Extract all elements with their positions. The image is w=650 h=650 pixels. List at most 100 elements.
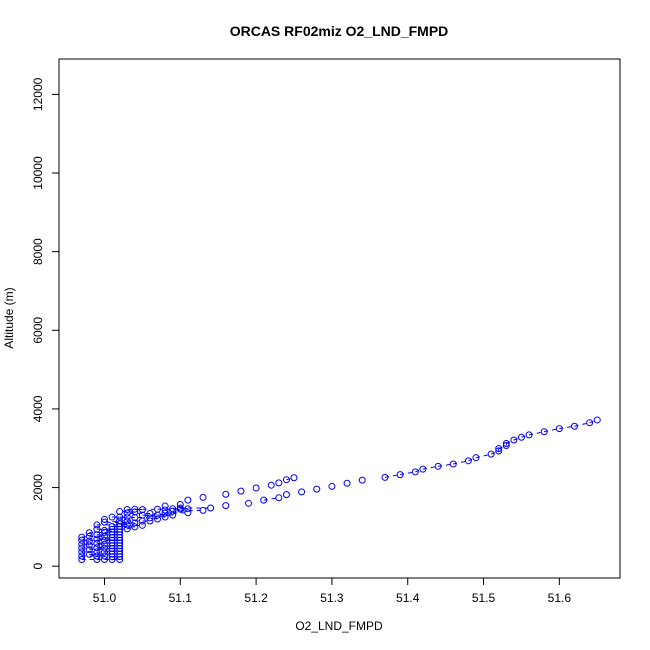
data-point bbox=[100, 528, 108, 536]
x-tick-label: 51.4 bbox=[396, 591, 420, 605]
data-point bbox=[472, 454, 480, 462]
data-point bbox=[275, 494, 283, 502]
data-point bbox=[93, 548, 101, 556]
data-point bbox=[138, 521, 146, 529]
data-point bbox=[100, 518, 108, 526]
series-line-segment bbox=[96, 534, 105, 537]
data-point bbox=[123, 525, 131, 533]
data-point bbox=[93, 544, 101, 552]
data-point bbox=[411, 468, 419, 476]
y-tick-label: 12000 bbox=[31, 77, 45, 111]
data-point bbox=[108, 525, 116, 533]
y-tick-label: 6000 bbox=[31, 317, 45, 344]
series-line-segment bbox=[468, 457, 477, 462]
series-points bbox=[78, 416, 601, 564]
series-line-segment bbox=[96, 538, 120, 541]
data-point bbox=[123, 521, 131, 529]
data-point bbox=[184, 496, 192, 504]
data-point bbox=[449, 460, 457, 468]
y-axis: 0 2000 4000 6000 8000 10000 12000 bbox=[31, 77, 60, 570]
chart-title: ORCAS RF02miz O2_LND_FMPD bbox=[230, 23, 449, 39]
data-point bbox=[146, 517, 154, 525]
data-point bbox=[116, 520, 124, 528]
data-point bbox=[138, 506, 146, 514]
x-axis: 51.0 51.1 51.2 51.3 51.4 51.5 51.6 bbox=[93, 577, 572, 605]
data-point bbox=[222, 490, 230, 498]
y-axis-label: Altitude (m) bbox=[2, 287, 16, 348]
data-point bbox=[93, 552, 101, 560]
data-point bbox=[282, 491, 290, 499]
series-line-segment bbox=[119, 523, 128, 526]
data-point bbox=[100, 515, 108, 523]
data-point bbox=[176, 504, 184, 512]
data-point bbox=[123, 517, 131, 525]
x-tick-label: 51.1 bbox=[169, 591, 193, 605]
data-point bbox=[586, 419, 594, 427]
data-point bbox=[434, 462, 442, 470]
y-tick-label: 10000 bbox=[31, 156, 45, 190]
data-point bbox=[100, 556, 108, 564]
x-tick-label: 51.0 bbox=[93, 591, 117, 605]
series-line-segment bbox=[589, 419, 598, 424]
series-line-segment bbox=[172, 509, 204, 512]
data-point bbox=[123, 509, 131, 517]
data-point bbox=[502, 441, 510, 449]
data-point bbox=[154, 505, 162, 513]
y-tick-label: 0 bbox=[31, 563, 45, 570]
x-axis-label: O2_LND_FMPD bbox=[295, 619, 383, 633]
data-point bbox=[169, 505, 177, 513]
data-point bbox=[381, 473, 389, 481]
plot-frame bbox=[58, 58, 621, 579]
data-point bbox=[184, 505, 192, 513]
data-point bbox=[161, 513, 169, 521]
series-line-segment bbox=[104, 550, 113, 553]
data-point bbox=[169, 507, 177, 515]
data-point bbox=[298, 488, 306, 496]
data-point bbox=[176, 500, 184, 508]
data-point bbox=[131, 523, 139, 531]
data-point bbox=[100, 536, 108, 544]
data-point bbox=[571, 422, 579, 430]
data-point bbox=[275, 479, 283, 487]
data-point bbox=[237, 487, 245, 495]
data-point bbox=[495, 445, 503, 453]
data-point bbox=[108, 513, 116, 521]
data-point bbox=[85, 541, 93, 549]
data-point bbox=[123, 506, 131, 514]
series-line-segment bbox=[89, 548, 113, 551]
data-point bbox=[154, 515, 162, 523]
y-tick-label: 8000 bbox=[31, 238, 45, 265]
data-point bbox=[184, 509, 192, 517]
series-line-segment bbox=[513, 436, 522, 441]
series-line-segment bbox=[415, 468, 424, 473]
data-point bbox=[100, 540, 108, 548]
data-point bbox=[100, 552, 108, 560]
x-tick-label: 51.5 bbox=[472, 591, 496, 605]
series-line-segment bbox=[96, 528, 105, 531]
x-tick-label: 51.6 bbox=[548, 591, 572, 605]
data-point bbox=[78, 544, 86, 552]
y-tick-label: 2000 bbox=[31, 474, 45, 501]
data-point bbox=[487, 450, 495, 458]
data-point bbox=[78, 533, 86, 541]
series-line-segment bbox=[104, 521, 135, 524]
data-point bbox=[199, 493, 207, 501]
y-tick-label: 4000 bbox=[31, 395, 45, 422]
data-point bbox=[282, 476, 290, 484]
data-point bbox=[290, 474, 298, 482]
data-point bbox=[161, 502, 169, 510]
data-point bbox=[260, 496, 268, 504]
x-tick-label: 51.3 bbox=[320, 591, 344, 605]
data-point bbox=[78, 548, 86, 556]
data-point bbox=[78, 540, 86, 548]
series-line-segments bbox=[81, 419, 598, 561]
data-point bbox=[161, 506, 169, 514]
data-point bbox=[93, 539, 101, 547]
data-point bbox=[328, 482, 336, 490]
data-point bbox=[93, 556, 101, 564]
data-point bbox=[100, 544, 108, 552]
series-line-segment bbox=[81, 535, 90, 538]
data-point bbox=[116, 508, 124, 516]
data-point bbox=[131, 508, 139, 516]
